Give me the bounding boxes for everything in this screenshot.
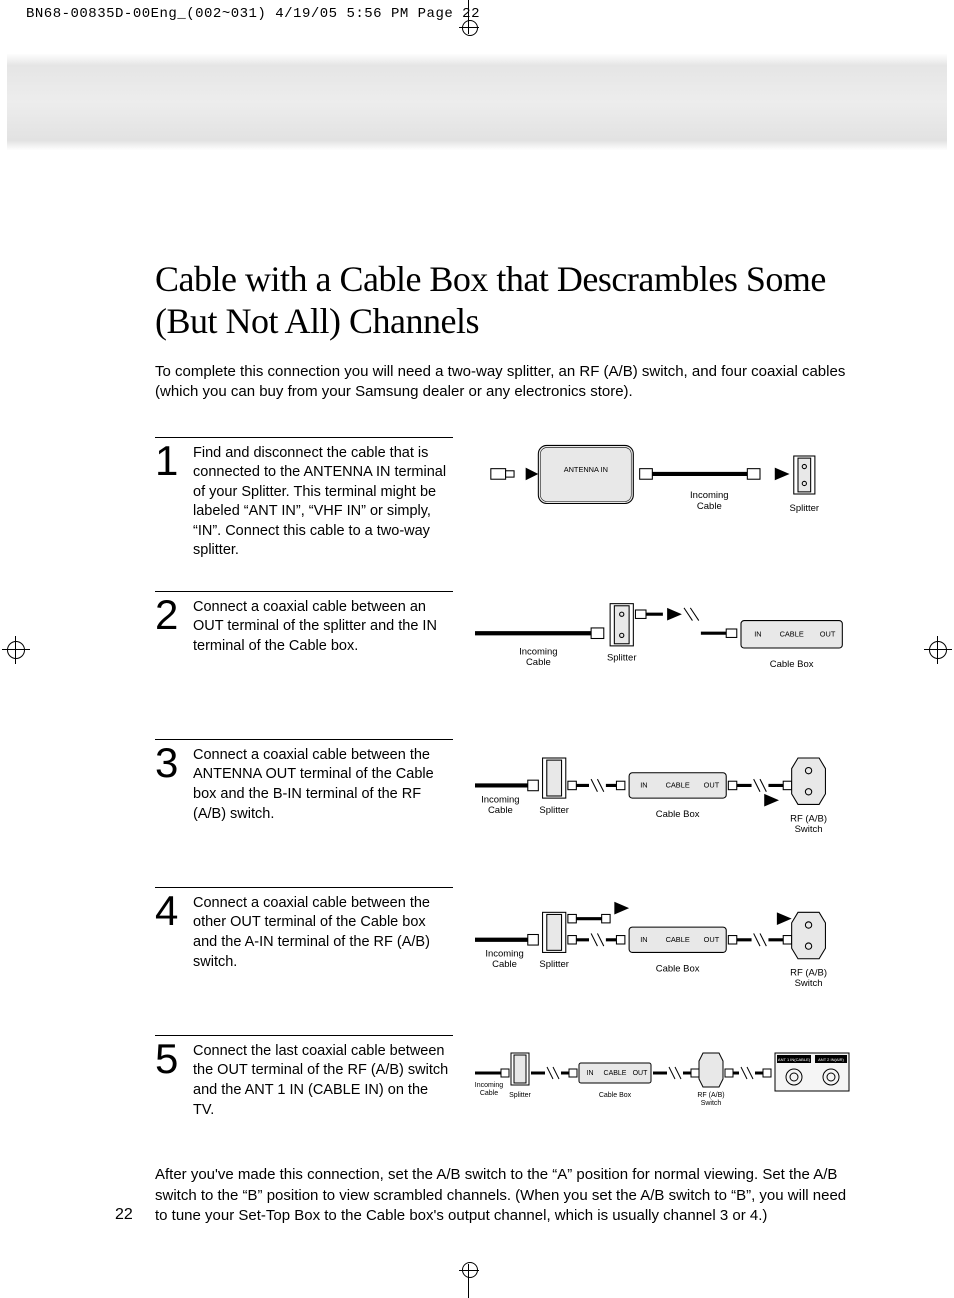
label-cable: CABLE: [780, 629, 804, 638]
label-rfswitch-4: RF (A/B)Switch: [790, 968, 827, 990]
label-cable-5: CABLE: [604, 1070, 627, 1077]
label-out-3: OUT: [704, 780, 720, 789]
label-ant1: ANT 1 IN(CABLE): [778, 1057, 811, 1062]
step-3-number: 3: [155, 744, 183, 824]
label-out: OUT: [820, 629, 836, 638]
label-splitter-3: Splitter: [539, 805, 569, 816]
label-cable-3: CABLE: [666, 780, 690, 789]
label-in-5: IN: [587, 1070, 594, 1077]
label-incoming-cable-5: IncomingCable: [475, 1082, 503, 1097]
step-5-text: Connect the last coaxial cable between t…: [193, 1042, 453, 1120]
step-4-number: 4: [155, 892, 183, 972]
svg-text:ANTENNA IN: ANTENNA IN: [564, 464, 608, 473]
label-splitter: Splitter: [790, 502, 820, 513]
step-1-diagram: ANTENNA IN IncomingCable Splitter: [475, 437, 855, 532]
label-cablebox-3: Cable Box: [656, 809, 700, 820]
step-2: 2 Connect a coaxial cable between an OUT…: [155, 591, 855, 709]
registration-mark-right: [924, 636, 952, 664]
label-in-3: IN: [640, 780, 647, 789]
label-cablebox-2: Cable Box: [770, 659, 814, 670]
label-cablebox-5: Cable Box: [599, 1092, 632, 1099]
step-4: 4 Connect a coaxial cable between the ot…: [155, 887, 855, 1005]
step-3: 3 Connect a coaxial cable between the AN…: [155, 739, 855, 857]
header-band: [7, 54, 947, 150]
step-4-text: Connect a coaxial cable between the othe…: [193, 894, 453, 972]
label-in-4: IN: [640, 935, 647, 944]
outro-paragraph: After you've made this connection, set t…: [155, 1165, 855, 1227]
label-incoming-cable: IncomingCable: [690, 490, 729, 512]
step-3-text: Connect a coaxial cable between the ANTE…: [193, 746, 453, 824]
label-splitter-5: Splitter: [509, 1092, 531, 1099]
print-header-line: BN68-00835D-00Eng_(002~031) 4/19/05 5:56…: [26, 6, 480, 22]
intro-paragraph: To complete this connection you will nee…: [155, 362, 855, 403]
crop-mark-top: [459, 0, 479, 36]
label-antenna-in: ANTENNA IN: [564, 464, 608, 473]
label-out-5: OUT: [633, 1070, 649, 1077]
label-in: IN: [754, 629, 761, 638]
step-3-diagram: IN CABLE OUT IncomingCable Splitter Cabl…: [475, 739, 855, 855]
crop-mark-bottom: [459, 1262, 479, 1298]
step-5-number: 5: [155, 1040, 183, 1120]
label-incoming-cable-3: IncomingCable: [481, 794, 519, 816]
label-ant2: ANT 2 IN(AIR): [818, 1057, 844, 1062]
label-splitter-4: Splitter: [539, 959, 569, 970]
registration-mark-left: [2, 636, 30, 664]
label-rfswitch-5: RF (A/B)Switch: [697, 1092, 724, 1107]
page-number: 22: [115, 1206, 133, 1224]
page-content: Cable with a Cable Box that Descrambles …: [155, 258, 855, 1227]
page-title: Cable with a Cable Box that Descrambles …: [155, 258, 855, 342]
step-5: 5 Connect the last coaxial cable between…: [155, 1035, 855, 1135]
step-2-diagram: IN CABLE OUT IncomingCable Splitter Cabl…: [475, 591, 855, 697]
label-incoming-cable-4: IncomingCable: [485, 949, 523, 971]
step-4-diagram: IN CABLE OUT IncomingCable Splitter Cabl…: [475, 887, 855, 1003]
step-2-number: 2: [155, 596, 183, 657]
label-splitter-2: Splitter: [607, 653, 637, 664]
label-rfswitch-3: RF (A/B)Switch: [790, 813, 827, 835]
step-5-diagram: IN CABLE OUT ANT 1 IN(C: [475, 1035, 855, 1125]
step-2-text: Connect a coaxial cable between an OUT t…: [193, 598, 453, 657]
step-1-number: 1: [155, 442, 183, 561]
step-1: 1 Find and disconnect the cable that is …: [155, 437, 855, 561]
label-out-4: OUT: [704, 935, 720, 944]
label-cable-4: CABLE: [666, 935, 690, 944]
label-incoming-cable-2: IncomingCable: [519, 646, 557, 668]
label-cablebox-4: Cable Box: [656, 963, 700, 974]
step-1-text: Find and disconnect the cable that is co…: [193, 444, 453, 561]
